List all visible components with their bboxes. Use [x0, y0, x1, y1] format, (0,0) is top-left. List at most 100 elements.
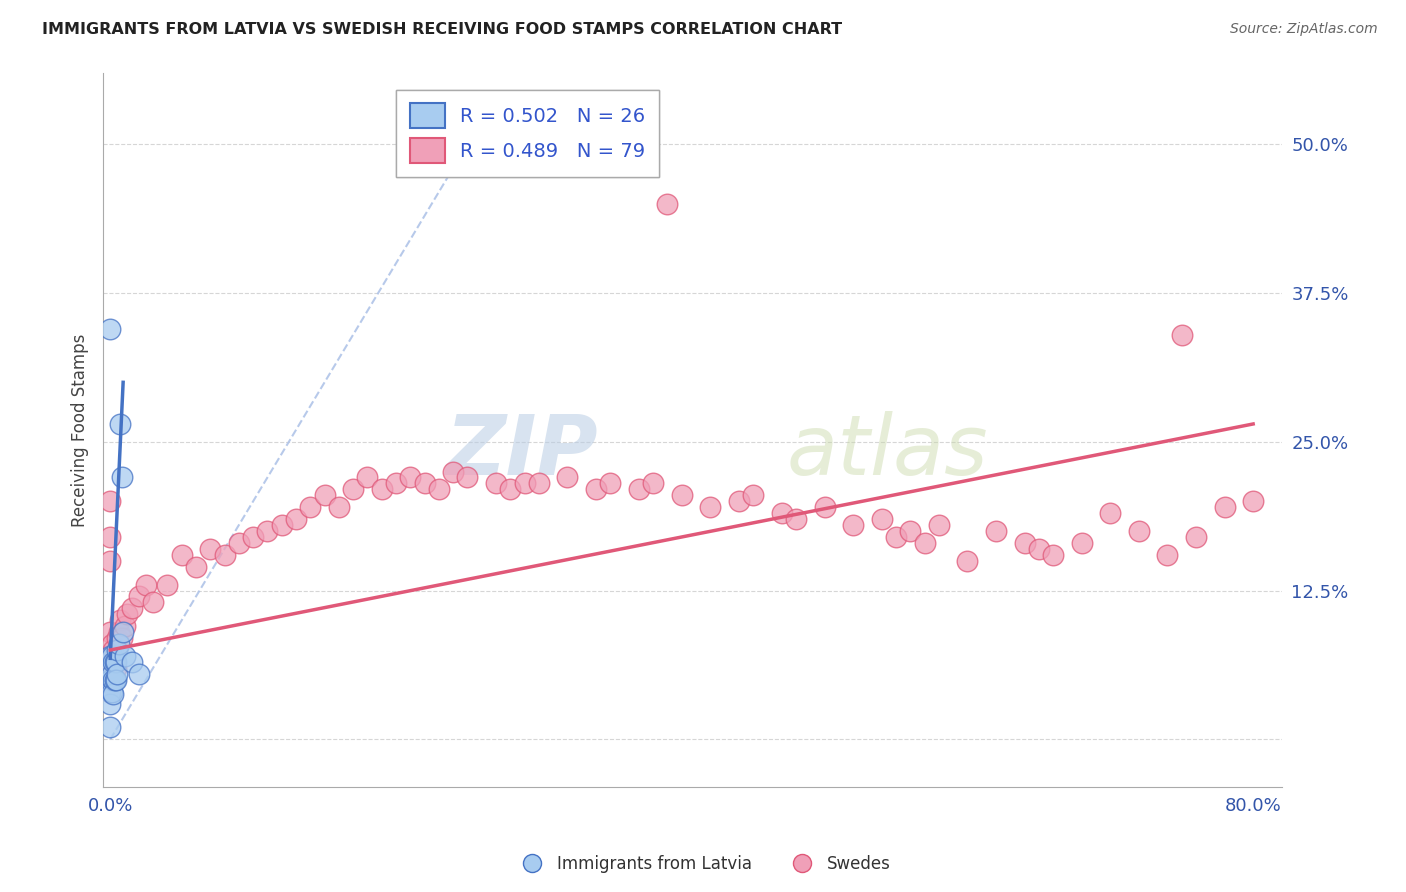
Point [200, 541, 222, 556]
Point [427, 483, 450, 497]
Point [984, 524, 1007, 538]
Point [585, 483, 607, 497]
Point [728, 494, 751, 508]
Point [184, 559, 207, 574]
Point [100, 648, 122, 663]
Point [121, 601, 143, 615]
Point [128, 666, 150, 681]
Point [1028, 541, 1050, 556]
Point [98, 494, 121, 508]
Point [256, 524, 278, 538]
Point [111, 631, 134, 645]
Point [170, 548, 193, 562]
Point [104, 673, 127, 687]
Point [813, 500, 835, 515]
Point [117, 607, 139, 622]
Point [98, 661, 121, 675]
Point [441, 465, 464, 479]
Point [98, 322, 121, 336]
Point [98, 684, 121, 698]
Y-axis label: Receiving Food Stamps: Receiving Food Stamps [72, 334, 89, 526]
Legend: R = 0.502   N = 26, R = 0.489   N = 79: R = 0.502 N = 26, R = 0.489 N = 79 [396, 90, 659, 177]
Point [270, 518, 292, 533]
Point [100, 637, 122, 651]
Point [110, 417, 132, 431]
Point [1241, 494, 1264, 508]
Point [898, 524, 921, 538]
Point [599, 476, 621, 491]
Point [98, 684, 121, 698]
Point [100, 684, 122, 698]
Point [1099, 506, 1122, 520]
Point [214, 548, 236, 562]
Point [98, 625, 121, 640]
Point [657, 197, 679, 211]
Point [1185, 530, 1208, 544]
Point [104, 655, 127, 669]
Point [413, 476, 436, 491]
Point [557, 470, 579, 484]
Point [101, 673, 124, 687]
Point [98, 673, 121, 687]
Point [1128, 524, 1150, 538]
Text: ZIP: ZIP [446, 411, 598, 491]
Point [104, 661, 127, 675]
Point [103, 655, 125, 669]
Point [914, 536, 936, 550]
Point [128, 590, 150, 604]
Point [499, 483, 522, 497]
Point [242, 530, 264, 544]
Point [485, 476, 508, 491]
Point [107, 666, 129, 681]
Point [1014, 536, 1036, 550]
Point [370, 483, 392, 497]
Point [135, 577, 157, 591]
Text: atlas: atlas [787, 411, 988, 491]
Point [108, 625, 131, 640]
Point [111, 470, 134, 484]
Point [1042, 548, 1064, 562]
Point [112, 625, 135, 640]
Point [121, 655, 143, 669]
Point [1070, 536, 1092, 550]
Point [742, 488, 765, 502]
Point [100, 666, 122, 681]
Point [456, 470, 478, 484]
Point [399, 470, 422, 484]
Point [98, 648, 121, 663]
Point [956, 554, 979, 568]
Text: Source: ZipAtlas.com: Source: ZipAtlas.com [1230, 22, 1378, 37]
Point [156, 577, 179, 591]
Point [299, 500, 322, 515]
Point [527, 476, 550, 491]
Point [114, 648, 136, 663]
Point [884, 530, 907, 544]
Point [285, 512, 308, 526]
Point [342, 483, 364, 497]
Point [770, 506, 793, 520]
Point [98, 554, 121, 568]
Point [928, 518, 950, 533]
Point [385, 476, 408, 491]
Point [228, 536, 250, 550]
Point [1170, 327, 1192, 342]
Point [98, 720, 121, 734]
Point [103, 655, 125, 669]
Point [643, 476, 665, 491]
Point [699, 500, 721, 515]
Point [110, 613, 132, 627]
Point [328, 500, 350, 515]
Point [142, 595, 165, 609]
Legend: Immigrants from Latvia, Swedes: Immigrants from Latvia, Swedes [509, 848, 897, 880]
Point [103, 673, 125, 687]
Point [513, 476, 536, 491]
Point [785, 512, 807, 526]
Point [98, 530, 121, 544]
Point [107, 631, 129, 645]
Point [627, 483, 650, 497]
Point [101, 687, 124, 701]
Point [314, 488, 336, 502]
Text: IMMIGRANTS FROM LATVIA VS SWEDISH RECEIVING FOOD STAMPS CORRELATION CHART: IMMIGRANTS FROM LATVIA VS SWEDISH RECEIV… [42, 22, 842, 37]
Point [870, 512, 893, 526]
Point [101, 643, 124, 657]
